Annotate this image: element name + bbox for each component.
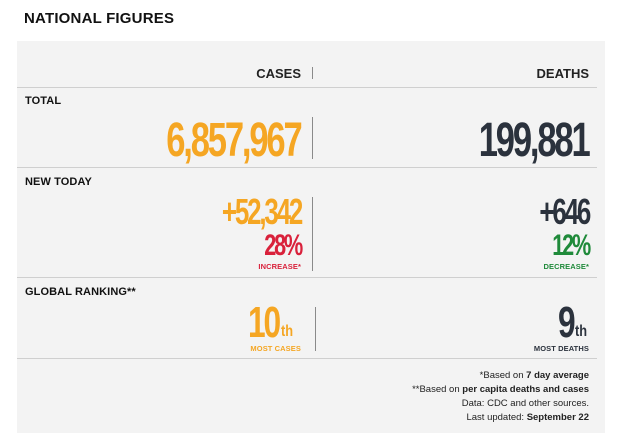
new-today-divider	[312, 197, 313, 271]
deaths-rank-caption: MOST DEATHS	[533, 344, 589, 353]
cases-rank-caption: MOST CASES	[250, 344, 301, 353]
deaths-rank-suffix: th	[575, 323, 588, 340]
total-deaths-value: 199,881	[479, 114, 591, 167]
cases-rank-suffix: th	[281, 323, 294, 340]
page-title: NATIONAL FIGURES	[24, 10, 175, 27]
cases-column-header: CASES	[256, 66, 301, 81]
footnote-average-text: *Based on	[479, 370, 527, 381]
divider	[17, 87, 597, 88]
footnote-average: *Based on 7 day average	[480, 370, 589, 381]
total-row-label: TOTAL	[25, 95, 62, 107]
data-source: Data: CDC and other sources.	[461, 398, 589, 409]
new-deaths-value: +646	[539, 191, 591, 232]
footnote-per-capita: **Based on per capita deaths and cases	[412, 384, 589, 395]
deaths-column-header: DEATHS	[536, 66, 589, 81]
total-cases-value: 6,857,967	[166, 114, 303, 167]
header-divider	[312, 67, 313, 79]
new-deaths-percent: 12%	[552, 229, 591, 262]
ranking-divider	[315, 307, 316, 351]
last-updated-date: September 22	[526, 412, 589, 423]
figures-panel: CASES DEATHS TOTAL 6,857,967 199,881 NEW…	[17, 41, 605, 433]
new-deaths-change-label: DECREASE*	[543, 262, 589, 271]
divider	[17, 358, 597, 359]
total-divider	[312, 117, 313, 159]
divider	[17, 167, 597, 168]
divider	[17, 277, 597, 278]
new-today-row-label: NEW TODAY	[25, 176, 92, 188]
footnote-per-capita-text: **Based on	[412, 384, 463, 395]
footnote-per-capita-bold: per capita deaths and cases	[462, 384, 589, 395]
new-cases-value: +52,342	[221, 191, 303, 232]
deaths-rank-value: 9	[557, 298, 576, 347]
last-updated-text: Last updated:	[466, 412, 527, 423]
footnote-average-bold: 7 day average	[526, 370, 589, 381]
new-cases-change-label: INCREASE*	[258, 262, 301, 271]
cases-rank-value: 10	[248, 298, 281, 347]
last-updated: Last updated: September 22	[466, 412, 589, 423]
global-ranking-row-label: GLOBAL RANKING**	[25, 286, 136, 298]
new-cases-percent: 28%	[264, 229, 303, 262]
